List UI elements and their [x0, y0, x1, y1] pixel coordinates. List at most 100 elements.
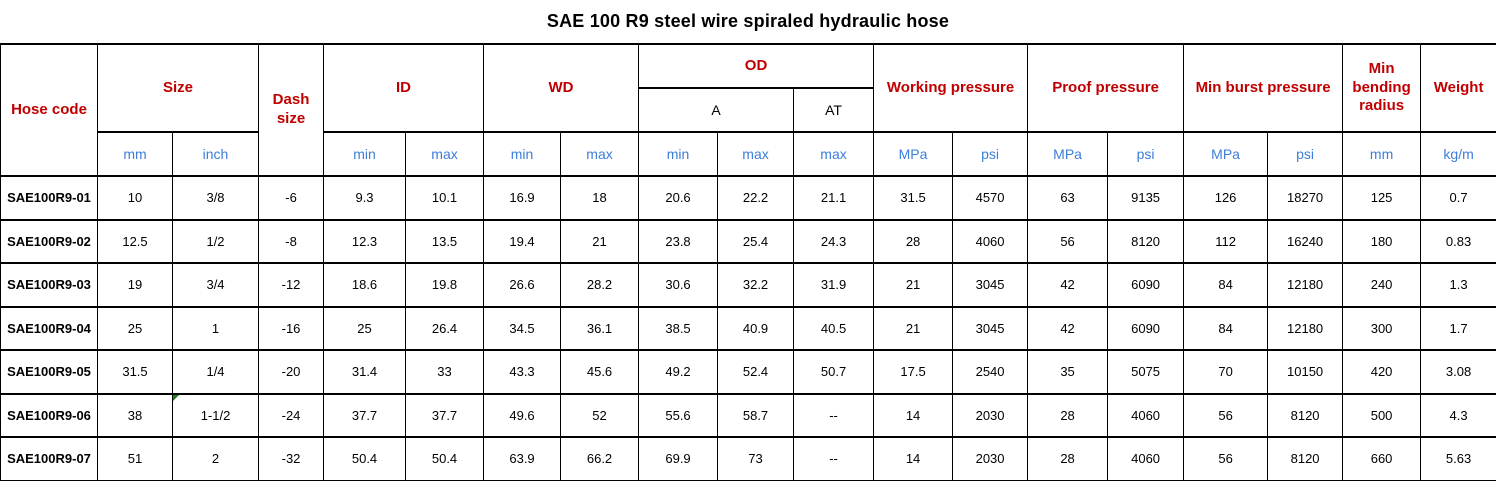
table-cell: 28.2: [560, 262, 640, 308]
col-header-min-bending-radius: Min bending radius: [1342, 43, 1422, 133]
col-header-min-burst-pressure: Min burst pressure: [1183, 43, 1344, 133]
table-cell: 112: [1183, 218, 1269, 264]
table-cell: 18270: [1267, 175, 1344, 221]
table-cell: -8: [258, 218, 325, 264]
col-header-od-a: A: [638, 87, 795, 133]
table-cell: 8120: [1267, 436, 1344, 481]
header-row-units: mm inch min max min max min max max MPa …: [1, 131, 1496, 177]
table-cell: 125: [1342, 175, 1422, 221]
unit-working-pressure-mpa: MPa: [873, 131, 954, 177]
table-cell: 12180: [1267, 262, 1344, 308]
table-cell: 56: [1183, 392, 1269, 438]
table-cell: 1: [171, 305, 260, 351]
table-cell: 42: [1027, 305, 1109, 351]
table-cell: 12180: [1267, 305, 1344, 351]
table-cell: 500: [1342, 392, 1422, 438]
table-cell: 40.9: [717, 305, 795, 351]
table-cell: 31.9: [793, 262, 875, 308]
table-row: SAE100R9-03 19 3/4 -12 18.6 19.8 26.6 28.2 30.6 3…: [0, 262, 1496, 308]
table-cell: 38.5: [638, 305, 719, 351]
table-cell: 31.5: [873, 175, 954, 221]
table-cell: 56: [1183, 436, 1269, 481]
hose-code-cell: SAE100R9-04: [0, 305, 98, 351]
col-header-od-at: AT: [793, 87, 875, 133]
table-cell: 16240: [1267, 218, 1344, 264]
col-header-size: Size: [96, 43, 260, 133]
col-header-weight: Weight: [1420, 43, 1496, 133]
table-cell: 52.4: [717, 349, 795, 395]
table-row: SAE100R9-06 38 1-1/2 -24 37.7 37.7 49.6 52 55.6 5…: [0, 392, 1496, 438]
hose-code-cell: SAE100R9-01: [0, 175, 98, 221]
table-cell: 10.1: [405, 175, 485, 221]
table-cell: 70: [1183, 349, 1269, 395]
table-cell: 1-1/2: [171, 392, 260, 438]
table-cell: 21: [873, 305, 954, 351]
table-cell: 4060: [1107, 392, 1185, 438]
col-header-dash-size: Dash size: [258, 43, 325, 177]
table-cell: 12.5: [97, 218, 173, 264]
table-cell: 0.7: [1420, 175, 1496, 221]
table-cell: -6: [258, 175, 325, 221]
table-cell: 23.8: [638, 218, 719, 264]
table-cell: 3/8: [171, 175, 260, 221]
table-cell: 2540: [952, 349, 1029, 395]
unit-min-bending-radius-mm: mm: [1342, 131, 1422, 177]
table-cell: 2: [171, 436, 260, 481]
unit-size-inch: inch: [171, 131, 260, 177]
table-cell: 31.5: [97, 349, 173, 395]
table-cell: 0.83: [1420, 218, 1496, 264]
unit-working-pressure-psi: psi: [952, 131, 1029, 177]
table-cell: 50.4: [323, 436, 407, 481]
table-cell: 3/4: [171, 262, 260, 308]
table-cell: 3.08: [1420, 349, 1496, 395]
table-cell: 26.4: [405, 305, 485, 351]
table-cell: 69.9: [638, 436, 719, 481]
hose-code-cell: SAE100R9-06: [0, 392, 98, 438]
table-cell: 38: [97, 392, 173, 438]
table-cell: 4060: [952, 218, 1029, 264]
header-row-od-sub: A AT: [1, 87, 1496, 133]
table-cell: 19: [97, 262, 173, 308]
table-cell: 25.4: [717, 218, 795, 264]
table-cell: 28: [873, 218, 954, 264]
table-cell: 34.5: [483, 305, 562, 351]
hose-spec-table: Hose code Size Dash size ID WD OD Workin…: [0, 43, 1496, 481]
table-cell: 49.6: [483, 392, 562, 438]
table-cell: 21: [560, 218, 640, 264]
table-cell: 13.5: [405, 218, 485, 264]
table-cell: 55.6: [638, 392, 719, 438]
unit-wd-min: min: [483, 131, 562, 177]
table-cell: 6090: [1107, 305, 1185, 351]
unit-weight-kgm: kg/m: [1420, 131, 1496, 177]
table-row: SAE100R9-05 31.5 1/4 -20 31.4 33 43.3 45.6 49.2 5…: [0, 349, 1496, 395]
table-cell: 50.7: [793, 349, 875, 395]
col-header-id: ID: [323, 43, 485, 133]
table-cell: 126: [1183, 175, 1269, 221]
unit-od-at-max: max: [793, 131, 875, 177]
table-cell: 22.2: [717, 175, 795, 221]
table-cell: 4060: [1107, 436, 1185, 481]
table-row: SAE100R9-02 12.5 1/2 -8 12.3 13.5 19.4 21 23.8 25…: [0, 218, 1496, 264]
table-cell: 58.7: [717, 392, 795, 438]
table-cell: 10: [97, 175, 173, 221]
unit-min-burst-pressure-mpa: MPa: [1183, 131, 1269, 177]
table-cell: 37.7: [405, 392, 485, 438]
table-cell: 26.6: [483, 262, 562, 308]
unit-od-a-min: min: [638, 131, 719, 177]
table-cell: 42: [1027, 262, 1109, 308]
table-cell: -12: [258, 262, 325, 308]
page-title: SAE 100 R9 steel wire spiraled hydraulic…: [546, 11, 950, 31]
table-cell: 18.6: [323, 262, 407, 308]
table-cell: 660: [1342, 436, 1422, 481]
table-cell: 5075: [1107, 349, 1185, 395]
table-cell: 1.3: [1420, 262, 1496, 308]
table-cell: 40.5: [793, 305, 875, 351]
unit-od-a-max: max: [717, 131, 795, 177]
hose-code-cell: SAE100R9-05: [0, 349, 98, 395]
cell-corner-marker-icon: [173, 395, 179, 401]
table-row: SAE100R9-07 51 2 -32 50.4 50.4 63.9 66.2 69.9 73-…: [0, 436, 1496, 481]
table-cell: 35: [1027, 349, 1109, 395]
table-cell: 6090: [1107, 262, 1185, 308]
table-cell: 4570: [952, 175, 1029, 221]
table-cell: --: [793, 392, 875, 438]
